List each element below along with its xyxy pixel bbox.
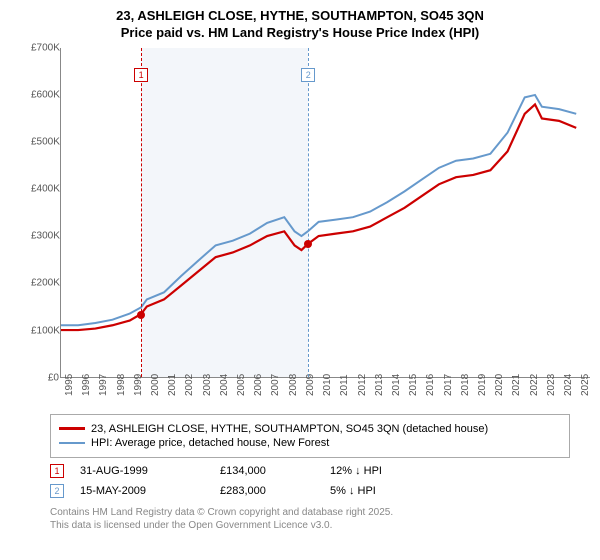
- x-tick-label: 2024: [563, 374, 574, 396]
- sale-marker-2: 2: [50, 484, 64, 498]
- x-tick-label: 2014: [391, 374, 402, 396]
- footer-line: This data is licensed under the Open Gov…: [50, 519, 590, 532]
- y-tick-label: £300K: [31, 231, 59, 242]
- x-tick-label: 2010: [322, 374, 333, 396]
- x-tick-label: 2021: [511, 374, 522, 396]
- x-tick-label: 2008: [288, 374, 299, 396]
- chart-container: 23, ASHLEIGH CLOSE, HYTHE, SOUTHAMPTON, …: [0, 0, 600, 538]
- legend-swatch-hpi: [59, 442, 85, 445]
- x-tick-label: 2020: [494, 374, 505, 396]
- x-tick-label: 2005: [236, 374, 247, 396]
- footer-attribution: Contains HM Land Registry data © Crown c…: [50, 506, 590, 532]
- marker-line: [141, 48, 142, 377]
- x-tick-label: 2023: [546, 374, 557, 396]
- y-tick-label: £200K: [31, 278, 59, 289]
- x-tick-label: 2007: [270, 374, 281, 396]
- title-block: 23, ASHLEIGH CLOSE, HYTHE, SOUTHAMPTON, …: [10, 8, 590, 42]
- x-tick-label: 2011: [339, 374, 350, 396]
- x-tick-label: 1998: [116, 374, 127, 396]
- series-hpi: [61, 95, 576, 325]
- footer-line: Contains HM Land Registry data © Crown c…: [50, 506, 590, 519]
- marker-point: [137, 311, 145, 319]
- x-tick-label: 2019: [477, 374, 488, 396]
- x-tick-label: 2015: [408, 374, 419, 396]
- sale-row: 1 31-AUG-1999 £134,000 12% ↓ HPI: [50, 464, 590, 478]
- x-tick-label: 2004: [219, 374, 230, 396]
- y-tick-label: £600K: [31, 89, 59, 100]
- x-tick-label: 2016: [425, 374, 436, 396]
- sale-row: 2 15-MAY-2009 £283,000 5% ↓ HPI: [50, 484, 590, 498]
- x-tick-label: 2025: [580, 374, 591, 396]
- sale-price: £283,000: [220, 485, 330, 497]
- x-tick-label: 1996: [81, 374, 92, 396]
- chart-area: £0£100K£200K£300K£400K£500K£600K£700K199…: [30, 48, 590, 408]
- legend-box: 23, ASHLEIGH CLOSE, HYTHE, SOUTHAMPTON, …: [50, 414, 570, 458]
- sale-hpi: 5% ↓ HPI: [330, 485, 430, 497]
- x-tick-label: 2017: [443, 374, 454, 396]
- legend-swatch-price: [59, 427, 85, 430]
- title-subtitle: Price paid vs. HM Land Registry's House …: [10, 25, 590, 42]
- legend-label: HPI: Average price, detached house, New …: [91, 437, 329, 449]
- sale-marker-1: 1: [50, 464, 64, 478]
- y-tick-label: £400K: [31, 184, 59, 195]
- x-tick-label: 2006: [253, 374, 264, 396]
- sale-date: 15-MAY-2009: [80, 485, 220, 497]
- x-tick-label: 2003: [202, 374, 213, 396]
- plot-region: £0£100K£200K£300K£400K£500K£600K£700K199…: [60, 48, 590, 378]
- marker-point: [304, 240, 312, 248]
- marker-line: [308, 48, 309, 377]
- sale-price: £134,000: [220, 465, 330, 477]
- x-tick-label: 1995: [64, 374, 75, 396]
- legend-label: 23, ASHLEIGH CLOSE, HYTHE, SOUTHAMPTON, …: [91, 423, 488, 435]
- title-address: 23, ASHLEIGH CLOSE, HYTHE, SOUTHAMPTON, …: [10, 8, 590, 25]
- x-tick-label: 2018: [460, 374, 471, 396]
- x-tick-label: 2012: [357, 374, 368, 396]
- x-tick-label: 2000: [150, 374, 161, 396]
- x-tick-label: 1997: [98, 374, 109, 396]
- x-tick-label: 2022: [529, 374, 540, 396]
- y-tick-label: £0: [31, 372, 59, 383]
- marker-box: 1: [134, 68, 148, 82]
- x-tick-label: 2009: [305, 374, 316, 396]
- y-tick-label: £100K: [31, 325, 59, 336]
- x-tick-label: 1999: [133, 374, 144, 396]
- sale-date: 31-AUG-1999: [80, 465, 220, 477]
- x-tick-label: 2013: [374, 374, 385, 396]
- legend-row: HPI: Average price, detached house, New …: [59, 437, 561, 449]
- y-tick-label: £500K: [31, 137, 59, 148]
- marker-box: 2: [301, 68, 315, 82]
- y-tick-label: £700K: [31, 42, 59, 53]
- sale-hpi: 12% ↓ HPI: [330, 465, 430, 477]
- legend-row: 23, ASHLEIGH CLOSE, HYTHE, SOUTHAMPTON, …: [59, 423, 561, 435]
- x-tick-label: 2001: [167, 374, 178, 396]
- series-price_paid: [61, 104, 576, 330]
- x-tick-label: 2002: [184, 374, 195, 396]
